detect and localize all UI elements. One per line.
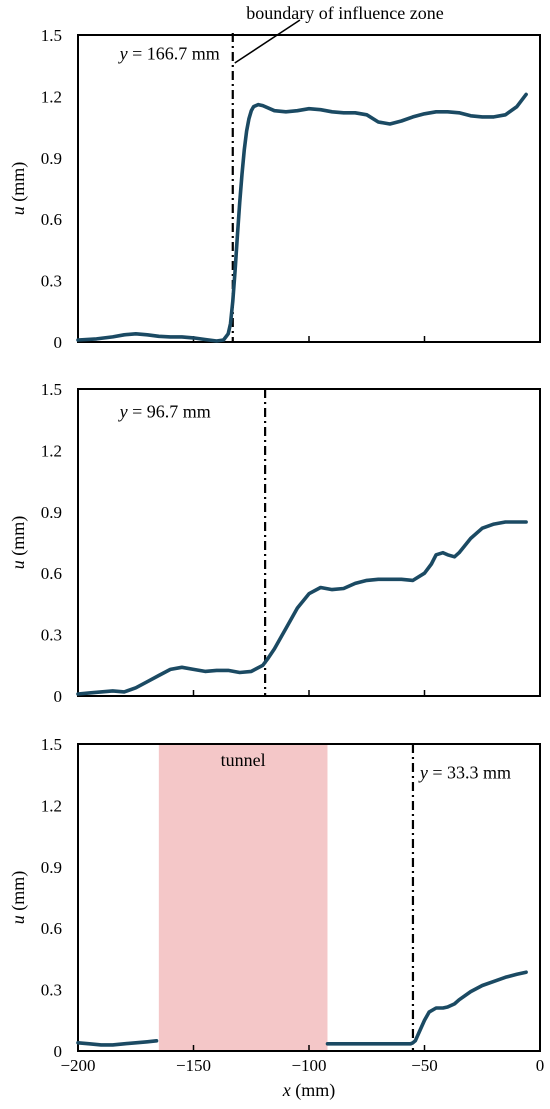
y-tick-label: 1.2 <box>41 796 62 815</box>
y-tick-label: 0.9 <box>41 503 62 522</box>
y-tick-label: 0.3 <box>41 272 62 291</box>
x-tick-label: −150 <box>176 1056 211 1075</box>
x-tick-label: 0 <box>536 1056 545 1075</box>
x-tick-label: −200 <box>60 1056 95 1075</box>
chart-panel-1: 0 0.3 0.6 0.9 1.2 1.5 u (mm) boundary of influe… <box>8 3 541 352</box>
y-tick-label: 0 <box>54 687 63 706</box>
y-tick-label: 0.6 <box>41 210 62 229</box>
y-axis-label: u (mm) <box>8 162 29 216</box>
callout-leader <box>234 19 301 64</box>
y-tick-label: 1.5 <box>41 26 62 45</box>
x-tick-label: −50 <box>411 1056 438 1075</box>
y-tick-label: 0.9 <box>41 149 62 168</box>
y-tick-label: 0.3 <box>41 626 62 645</box>
y-axis-label: u (mm) <box>8 871 29 925</box>
series-line-2 <box>325 970 528 1046</box>
plot-frame <box>77 388 541 697</box>
series-line-1 <box>76 1039 159 1047</box>
y-tick-label: 0 <box>54 1042 63 1061</box>
y-tick-label: 1.2 <box>41 441 62 460</box>
tunnel-label: tunnel <box>221 750 266 770</box>
y-tick-label: 0.6 <box>41 564 62 583</box>
y-tick-label: 1.5 <box>41 735 62 754</box>
tunnel-region <box>158 744 328 1051</box>
series-line-1 <box>76 92 528 343</box>
chart-panel-3: tunnel −200 −150 −100 −50 0 0 0.3 0.6 0.9 1.2 1.5 u … <box>8 735 544 1101</box>
x-tick-label: −100 <box>291 1056 326 1075</box>
chart-panel-2: 0 0.3 0.6 0.9 1.2 1.5 u (mm) y = 96.7 mm <box>8 380 541 706</box>
y-tick-label: 0.6 <box>41 919 62 938</box>
plot-frame <box>77 34 541 343</box>
y-tick-label: 0 <box>54 333 63 352</box>
y-axis-label: u (mm) <box>8 516 29 570</box>
y-tick-label: 1.5 <box>41 380 62 399</box>
y-tick-label: 0.3 <box>41 981 62 1000</box>
x-axis-label: x (mm) <box>282 1080 336 1101</box>
y-position-annotation: y = 33.3 mm <box>418 763 511 783</box>
callout-label: boundary of influence zone <box>246 3 443 23</box>
series-line-1 <box>76 520 528 696</box>
y-tick-label: 1.2 <box>41 87 62 106</box>
y-position-annotation: y = 166.7 mm <box>118 43 220 63</box>
y-position-annotation: y = 96.7 mm <box>118 402 211 422</box>
y-tick-label: 0.9 <box>41 858 62 877</box>
